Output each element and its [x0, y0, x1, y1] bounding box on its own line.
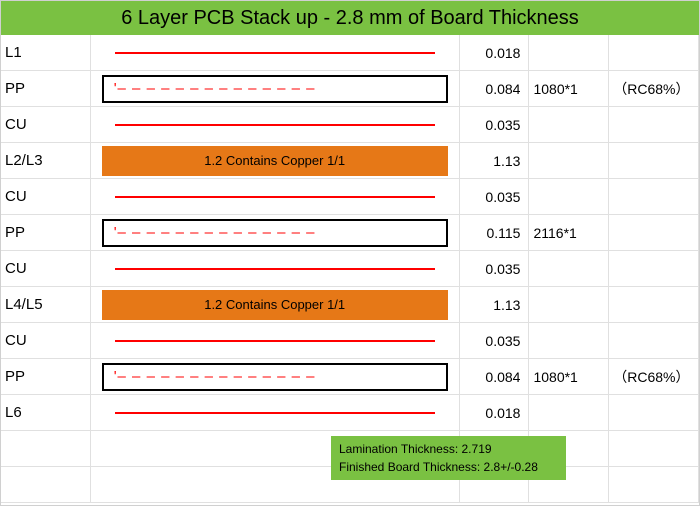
layer-label: CU	[1, 179, 91, 215]
thickness-value: 1.13	[460, 143, 530, 179]
core-box: 1.2 Contains Copper 1/1	[102, 290, 448, 320]
core-box: 1.2 Contains Copper 1/1	[102, 146, 448, 176]
layer-visual: 1.2 Contains Copper 1/1	[91, 287, 460, 323]
prepreg-box: '– – – – – – – – – – – – – –	[102, 363, 448, 391]
stackup-grid: L1 0.018 PP '– – – – – – – – – – – – – – 0.0…	[1, 35, 699, 505]
resin-content	[609, 395, 699, 431]
stackup-row: CU 0.035	[1, 179, 699, 215]
copper-line	[115, 412, 435, 414]
layer-visual	[91, 395, 460, 431]
layer-label: L4/L5	[1, 287, 91, 323]
stackup-row: CU 0.035	[1, 323, 699, 359]
thickness-value: 1.13	[460, 287, 530, 323]
thickness-value: 0.035	[460, 179, 530, 215]
layer-visual: '– – – – – – – – – – – – – –	[91, 359, 460, 395]
resin-content	[609, 251, 699, 287]
summary-finished: Finished Board Thickness: 2.8+/-0.28	[339, 458, 558, 476]
stackup-row: CU 0.035	[1, 107, 699, 143]
material-spec	[529, 143, 609, 179]
material-spec	[529, 395, 609, 431]
stackup-row: L4/L5 1.2 Contains Copper 1/1 1.13	[1, 287, 699, 323]
layer-visual	[91, 179, 460, 215]
copper-line	[115, 52, 435, 54]
copper-line	[115, 124, 435, 126]
resin-content	[609, 35, 699, 71]
layer-label: L2/L3	[1, 143, 91, 179]
prepreg-box: '– – – – – – – – – – – – – –	[102, 75, 448, 103]
thickness-value: 0.084	[460, 71, 530, 107]
thickness-value: 0.035	[460, 251, 530, 287]
layer-visual	[91, 251, 460, 287]
layer-label: PP	[1, 71, 91, 107]
pcb-stackup-diagram: 6 Layer PCB Stack up - 2.8 mm of Board T…	[0, 0, 700, 506]
layer-visual: 1.2 Contains Copper 1/1	[91, 143, 460, 179]
copper-line	[115, 268, 435, 270]
layer-visual: '– – – – – – – – – – – – – –	[91, 71, 460, 107]
material-spec: 1080*1	[529, 359, 609, 395]
stackup-row: L1 0.018	[1, 35, 699, 71]
material-spec: 1080*1	[529, 71, 609, 107]
thickness-value: 0.018	[460, 395, 530, 431]
material-spec: 2116*1	[529, 215, 609, 251]
resin-content	[609, 287, 699, 323]
thickness-value: 0.035	[460, 107, 530, 143]
material-spec	[529, 287, 609, 323]
stackup-row: L6 0.018	[1, 395, 699, 431]
resin-content	[609, 323, 699, 359]
thickness-value: 0.018	[460, 35, 530, 71]
material-spec	[529, 35, 609, 71]
layer-visual	[91, 107, 460, 143]
copper-line	[115, 340, 435, 342]
layer-label: L6	[1, 395, 91, 431]
layer-label: L1	[1, 35, 91, 71]
resin-content	[609, 107, 699, 143]
layer-label: PP	[1, 359, 91, 395]
layer-label: CU	[1, 323, 91, 359]
material-spec	[529, 107, 609, 143]
copper-line	[115, 196, 435, 198]
prepreg-box: '– – – – – – – – – – – – – –	[102, 219, 448, 247]
resin-content	[609, 179, 699, 215]
stackup-row: PP '– – – – – – – – – – – – – – 0.1152116*…	[1, 215, 699, 251]
material-spec	[529, 323, 609, 359]
layer-visual	[91, 35, 460, 71]
summary-box: Lamination Thickness: 2.719 Finished Boa…	[331, 436, 566, 480]
stackup-row: CU 0.035	[1, 251, 699, 287]
material-spec	[529, 251, 609, 287]
summary-lamination: Lamination Thickness: 2.719	[339, 440, 558, 458]
thickness-value: 0.084	[460, 359, 530, 395]
layer-label: CU	[1, 251, 91, 287]
material-spec	[529, 179, 609, 215]
thickness-value: 0.035	[460, 323, 530, 359]
layer-visual	[91, 323, 460, 359]
resin-content	[609, 215, 699, 251]
layer-visual: '– – – – – – – – – – – – – –	[91, 215, 460, 251]
resin-content: （RC68%）	[609, 71, 699, 107]
stackup-row: PP '– – – – – – – – – – – – – – 0.0841080*…	[1, 359, 699, 395]
layer-label: CU	[1, 107, 91, 143]
stackup-row: PP '– – – – – – – – – – – – – – 0.0841080*…	[1, 71, 699, 107]
stackup-row: L2/L3 1.2 Contains Copper 1/1 1.13	[1, 143, 699, 179]
page-title: 6 Layer PCB Stack up - 2.8 mm of Board T…	[1, 1, 699, 35]
resin-content	[609, 143, 699, 179]
resin-content: （RC68%）	[609, 359, 699, 395]
layer-label: PP	[1, 215, 91, 251]
thickness-value: 0.115	[460, 215, 530, 251]
